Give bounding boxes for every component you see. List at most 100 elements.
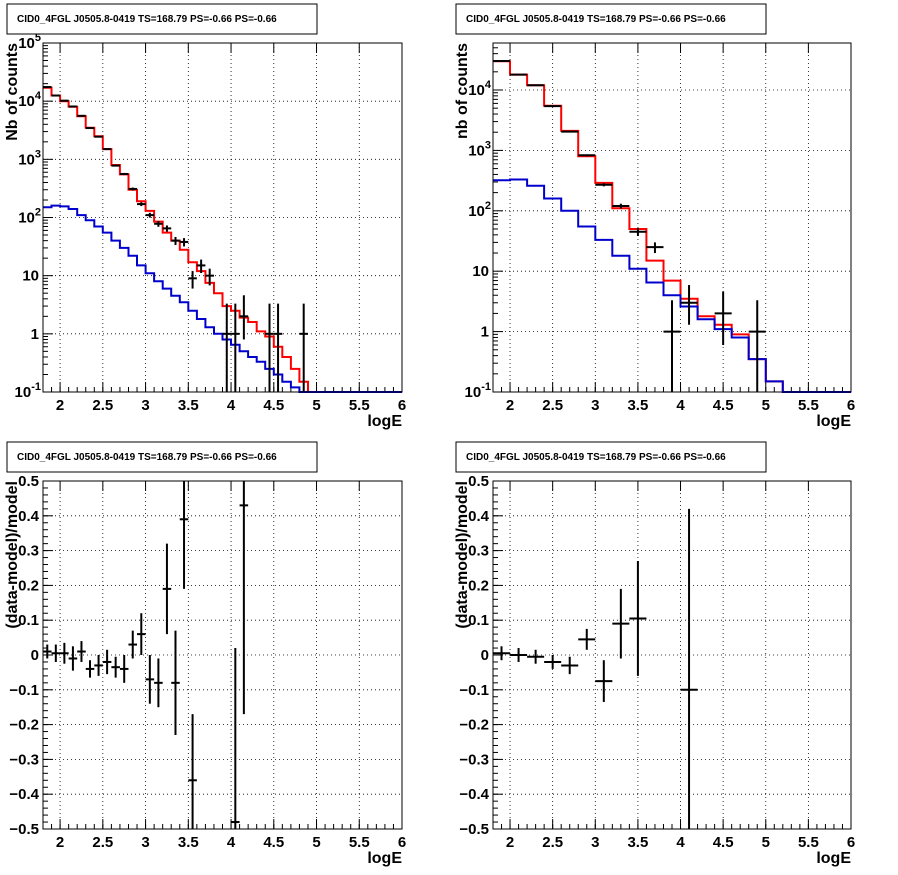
y-tick-label: −0.2 [9, 717, 39, 734]
x-tick-label: 2 [56, 397, 64, 414]
y-tick-label: 0 [481, 647, 489, 664]
y-tick-label: −0.5 [9, 821, 39, 838]
data-point [102, 148, 112, 151]
y-tick-label: 105 [18, 32, 41, 52]
data-point [51, 644, 61, 662]
x-tick-label: 3.5 [178, 397, 199, 414]
x-tick-label: 3 [591, 834, 599, 851]
residuals-plot-left: CID0_4FGL J0505.8-0419 TS=168.79 PS=-0.6… [4, 441, 406, 867]
data-point [68, 105, 78, 108]
y-tick-label: 102 [468, 200, 491, 220]
y-tick-label: 0 [31, 647, 39, 664]
total-model-histogram [43, 86, 402, 393]
y-tick-label: 0.2 [18, 577, 39, 594]
data-point [179, 238, 189, 247]
y-tick-label: −0.3 [459, 751, 489, 768]
y-tick-label: 0.3 [468, 543, 489, 560]
data-point [265, 303, 274, 392]
y-tick-label: 0.1 [18, 612, 39, 629]
plot-title: CID0_4FGL J0505.8-0419 TS=168.79 PS=-0.6… [17, 452, 277, 463]
x-tick-label: 2 [506, 834, 514, 851]
y-tick-label: 10 [472, 263, 489, 280]
y-tick-label: −0.4 [459, 786, 489, 803]
plot-title: CID0_4FGL J0505.8-0419 TS=168.79 PS=-0.6… [466, 14, 726, 25]
y-tick-label: −0.3 [9, 751, 39, 768]
x-tick-label: 4.5 [263, 397, 284, 414]
x-tick-label: 2.5 [542, 834, 563, 851]
y-tick-label: 0.2 [468, 577, 489, 594]
x-tick-label: 6 [847, 397, 855, 414]
data-point [154, 658, 163, 708]
x-tick-label: 2.5 [542, 397, 563, 414]
data-point [77, 114, 86, 117]
data-point [544, 655, 562, 669]
data-point [561, 130, 579, 133]
y-tick-label: 103 [468, 139, 491, 159]
counts-plot-right: CID0_4FGL J0505.8-0419 TS=168.79 PS=-0.6… [454, 3, 855, 430]
data-point [94, 135, 103, 138]
y-tick-label: 1 [31, 326, 39, 343]
y-tick-label: 10-1 [15, 381, 41, 401]
data-point [239, 295, 249, 340]
y-tick-label: −0.5 [459, 821, 489, 838]
x-tick-label: 3 [591, 397, 599, 414]
data-point [145, 212, 155, 218]
data-point [137, 613, 146, 655]
data-point [646, 242, 664, 254]
data-point [273, 303, 283, 392]
x-tick-label: 5.5 [349, 834, 370, 851]
data-point [561, 656, 579, 675]
x-axis-title: logE [367, 850, 402, 867]
plot-frame [42, 42, 403, 393]
data-point [119, 172, 129, 176]
y-axis-title: Nb of counts [4, 43, 21, 141]
data-point [629, 561, 647, 676]
y-axis-title: nb of counts [454, 43, 471, 139]
y-tick-label: −0.4 [9, 786, 39, 803]
data-point [188, 271, 197, 289]
y-tick-label: 0.5 [18, 473, 39, 490]
x-tick-label: 5 [762, 834, 770, 851]
data-point [137, 202, 146, 207]
x-tick-label: 2 [56, 834, 64, 851]
y-tick-label: 102 [18, 207, 41, 227]
plot-frame [492, 42, 852, 393]
y-tick-label: 10 [22, 268, 39, 285]
y-tick-label: 104 [18, 90, 42, 110]
data-point [171, 236, 180, 245]
y-tick-label: 0.4 [468, 508, 490, 525]
x-tick-label: 3 [141, 834, 149, 851]
x-tick-label: 2.5 [92, 397, 113, 414]
data-point [188, 714, 197, 829]
y-tick-label: 103 [18, 148, 41, 168]
y-tick-label: −0.1 [459, 682, 489, 699]
x-tick-label: 2.5 [92, 834, 113, 851]
title-box [455, 441, 767, 473]
y-tick-label: 0.3 [18, 543, 39, 560]
counts-plot-left: CID0_4FGL J0505.8-0419 TS=168.79 PS=-0.6… [4, 3, 406, 430]
y-axis-title: (data-model)/model [454, 481, 471, 629]
x-tick-label: 5.5 [798, 834, 819, 851]
data-point [119, 655, 129, 683]
plot-title: CID0_4FGL J0505.8-0419 TS=168.79 PS=-0.6… [466, 452, 726, 463]
plot-title: CID0_4FGL J0505.8-0419 TS=168.79 PS=-0.6… [17, 14, 277, 25]
data-point [578, 154, 596, 157]
x-axis-title: logE [816, 413, 851, 430]
y-tick-label: 0.4 [18, 508, 40, 525]
x-tick-label: 6 [398, 834, 406, 851]
data-point [663, 300, 681, 392]
data-point [171, 630, 180, 736]
data-point [85, 127, 95, 130]
x-tick-label: 5 [312, 834, 320, 851]
data-point [162, 543, 172, 635]
data-point [612, 203, 630, 209]
plot-frame [492, 480, 852, 830]
title-box [455, 3, 767, 35]
x-tick-label: 5.5 [349, 397, 370, 414]
x-tick-label: 3.5 [178, 834, 199, 851]
data-point [578, 628, 596, 650]
x-tick-label: 3.5 [627, 834, 648, 851]
x-axis-title: logE [367, 413, 402, 430]
y-tick-label: 1 [481, 324, 489, 341]
